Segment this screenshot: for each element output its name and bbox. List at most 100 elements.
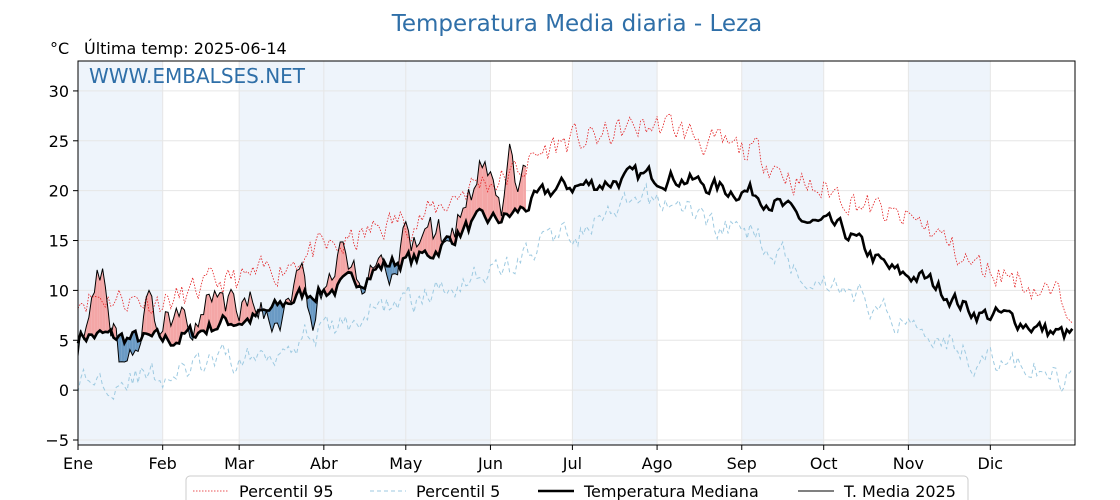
fill-seg-18 <box>127 337 130 361</box>
fill-seg-145 <box>474 184 477 217</box>
fill-seg-50 <box>214 290 218 330</box>
fill-seg-36 <box>176 308 180 344</box>
fill-seg-85 <box>310 296 313 331</box>
x-tick-label-0: Ene <box>63 454 93 473</box>
y-tick-label-3: 10 <box>49 281 69 300</box>
fill-seg-20 <box>132 330 136 356</box>
unit-label: °C <box>50 39 69 58</box>
fill-seg-161 <box>517 179 521 213</box>
fill-seg-159 <box>512 155 516 214</box>
fill-seg-15 <box>118 333 122 362</box>
month-bands <box>78 61 991 445</box>
fill-seg-4 <box>88 297 92 335</box>
watermark: WWW.EMBALSES.NET <box>89 64 306 88</box>
y-axis-ticks: −5 0 5 10 15 20 25 30 <box>45 82 78 450</box>
fill-seg-74 <box>280 301 283 331</box>
shade-band-4 <box>908 61 991 445</box>
fill-seg-86 <box>312 299 316 331</box>
fill-seg-38 <box>181 307 185 334</box>
fill-seg-119 <box>403 221 406 259</box>
shade-band-1 <box>323 61 406 445</box>
x-tick-label-9: Oct <box>810 454 838 473</box>
y-tick-label-4: 15 <box>49 232 69 251</box>
series-line-p5 <box>77 182 1073 401</box>
series-line-2025 <box>77 143 527 363</box>
fill-seg-146 <box>476 160 480 212</box>
fill-seg-128 <box>427 217 431 258</box>
y-tick-label-0: −5 <box>45 431 69 450</box>
last-temp-label: Última temp: 2025-06-14 <box>84 39 287 58</box>
shade-band-2 <box>572 61 658 445</box>
fill-seg-61 <box>244 297 248 322</box>
x-tick-label-3: Abr <box>310 454 338 473</box>
fill-seg-60 <box>241 297 245 325</box>
series-lines <box>76 113 1074 401</box>
fill-seg-73 <box>277 301 281 331</box>
series-line-median <box>76 162 1074 347</box>
fill-seg-150 <box>487 171 491 223</box>
legend-label-median: Temperatura Mediana <box>583 482 759 500</box>
fill-seg-158 <box>509 143 513 217</box>
fill-seg-51 <box>217 292 221 329</box>
fill-seg-32 <box>165 311 169 341</box>
x-axis-ticks: Ene Feb Mar Abr May Jun Jul Ago Sep Oct Nov Dic <box>63 445 1003 473</box>
legend-label-p95: Percentil 95 <box>239 482 334 500</box>
fill-seg-24 <box>143 297 147 334</box>
fill-seg-113 <box>386 266 390 285</box>
fill-seg-157 <box>506 143 510 217</box>
plot-frame <box>77 60 1076 446</box>
x-tick-label-11: Dic <box>978 454 1004 473</box>
x-tick-label-7: Ago <box>642 454 673 473</box>
fill-seg-120 <box>405 221 409 258</box>
legend-box <box>185 475 969 500</box>
x-tick-label-1: Feb <box>149 454 177 473</box>
y-tick-label-7: 30 <box>49 82 69 101</box>
x-tick-label-8: Sep <box>727 454 757 473</box>
shade-band-extra-0 <box>239 61 324 445</box>
x-tick-label-2: Mar <box>224 454 255 473</box>
fill-seg-62 <box>247 291 251 323</box>
shade-band-0 <box>78 61 163 445</box>
fill-seg-151 <box>490 171 494 218</box>
legend-label-p5: Percentil 5 <box>416 482 500 500</box>
x-tick-label-4: May <box>389 454 422 473</box>
legend-label-2025: T. Media 2025 <box>843 482 956 500</box>
series-line-p95 <box>77 113 1073 324</box>
y-tick-label-5: 20 <box>49 182 69 201</box>
fill-seg-57 <box>233 293 237 326</box>
fill-seg-152 <box>493 179 496 219</box>
fill-seg-10 <box>105 286 109 333</box>
x-tick-label-5: Jun <box>477 454 503 473</box>
legend: Percentil 95 Percentil 5 Temperatura Media… <box>185 475 969 500</box>
fill-seg-70 <box>269 306 272 332</box>
fill-seg-96 <box>340 241 343 280</box>
fill-seg-163 <box>523 165 526 212</box>
fill-seg-148 <box>482 161 485 217</box>
y-tick-label-1: 0 <box>59 381 69 400</box>
fill-seg-147 <box>479 160 483 211</box>
fill-seg-45 <box>200 314 204 331</box>
fill-seg-7 <box>97 269 100 333</box>
shade-band-3 <box>741 61 824 445</box>
fill-seg-131 <box>435 219 439 256</box>
fill-seg-55 <box>228 289 231 325</box>
fill-seg-26 <box>149 290 152 337</box>
fill-seg-149 <box>484 161 488 223</box>
x-tick-label-6: Jul <box>562 454 582 473</box>
fill-seg-84 <box>307 296 311 316</box>
fill-seg-33 <box>168 312 171 346</box>
fill-seg-129 <box>430 217 434 259</box>
fill-seg-8 <box>99 268 103 333</box>
fill-seg-144 <box>471 188 475 222</box>
fill-seg-153 <box>495 195 499 223</box>
fill-seg-127 <box>424 226 428 256</box>
y-tick-label-6: 25 <box>49 132 69 151</box>
fill-seg-125 <box>419 236 423 253</box>
fill-seg-56 <box>230 289 234 326</box>
fill-seg-91 <box>326 273 330 296</box>
fill-seg-46 <box>203 295 207 334</box>
fill-seg-5 <box>91 292 95 338</box>
x-tick-label-10: Nov <box>893 454 924 473</box>
y-tick-label-2: 5 <box>59 331 69 350</box>
